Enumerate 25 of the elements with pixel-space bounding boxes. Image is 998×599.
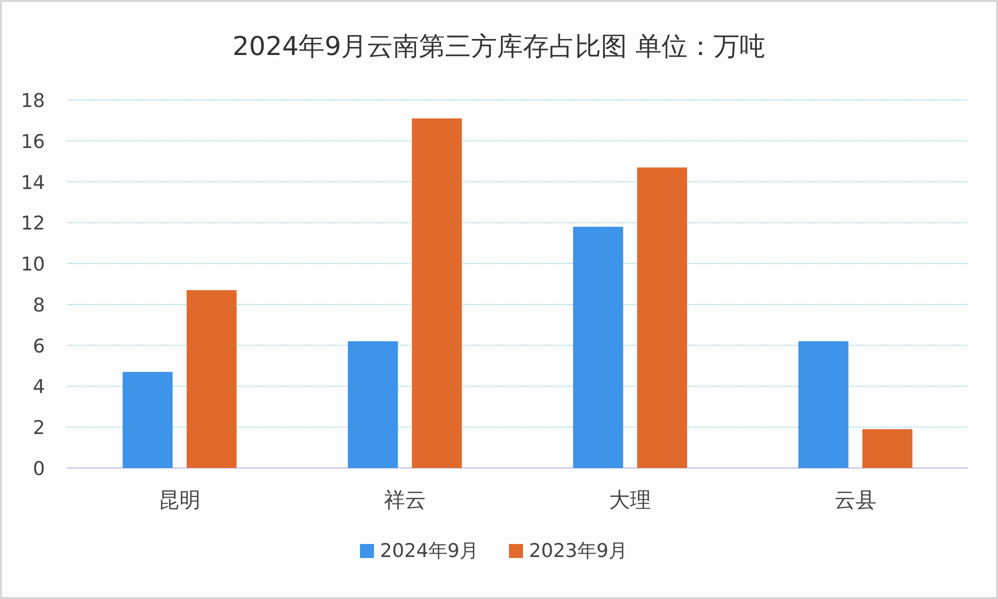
bar (348, 341, 398, 468)
y-tick-label: 0 (32, 458, 45, 480)
chart-title: 2024年9月云南第三方库存占比图 单位：万吨 (232, 32, 766, 62)
bar (412, 118, 462, 468)
y-tick-label: 14 (20, 172, 45, 194)
x-tick-label: 祥云 (384, 488, 426, 512)
x-tick-label: 云县 (834, 488, 876, 512)
y-tick-label: 2 (32, 417, 45, 440)
legend-label: 2024年9月 (380, 540, 478, 562)
bar (637, 167, 688, 468)
y-tick-label: 10 (20, 254, 45, 276)
bar (122, 372, 173, 468)
y-tick-label: 16 (20, 130, 45, 153)
y-tick-label: 6 (32, 335, 45, 358)
y-tick-label: 8 (32, 294, 45, 316)
bar (573, 226, 624, 468)
y-tick-label: 12 (20, 212, 45, 235)
x-tick-label: 昆明 (158, 488, 201, 512)
x-tick-label: 大理 (609, 488, 652, 512)
y-tick-label: 4 (32, 376, 45, 398)
bar (186, 290, 237, 468)
bar (862, 429, 912, 468)
y-tick-label: 18 (20, 90, 45, 112)
bar (798, 341, 848, 468)
legend-label: 2023年9月 (529, 540, 628, 562)
